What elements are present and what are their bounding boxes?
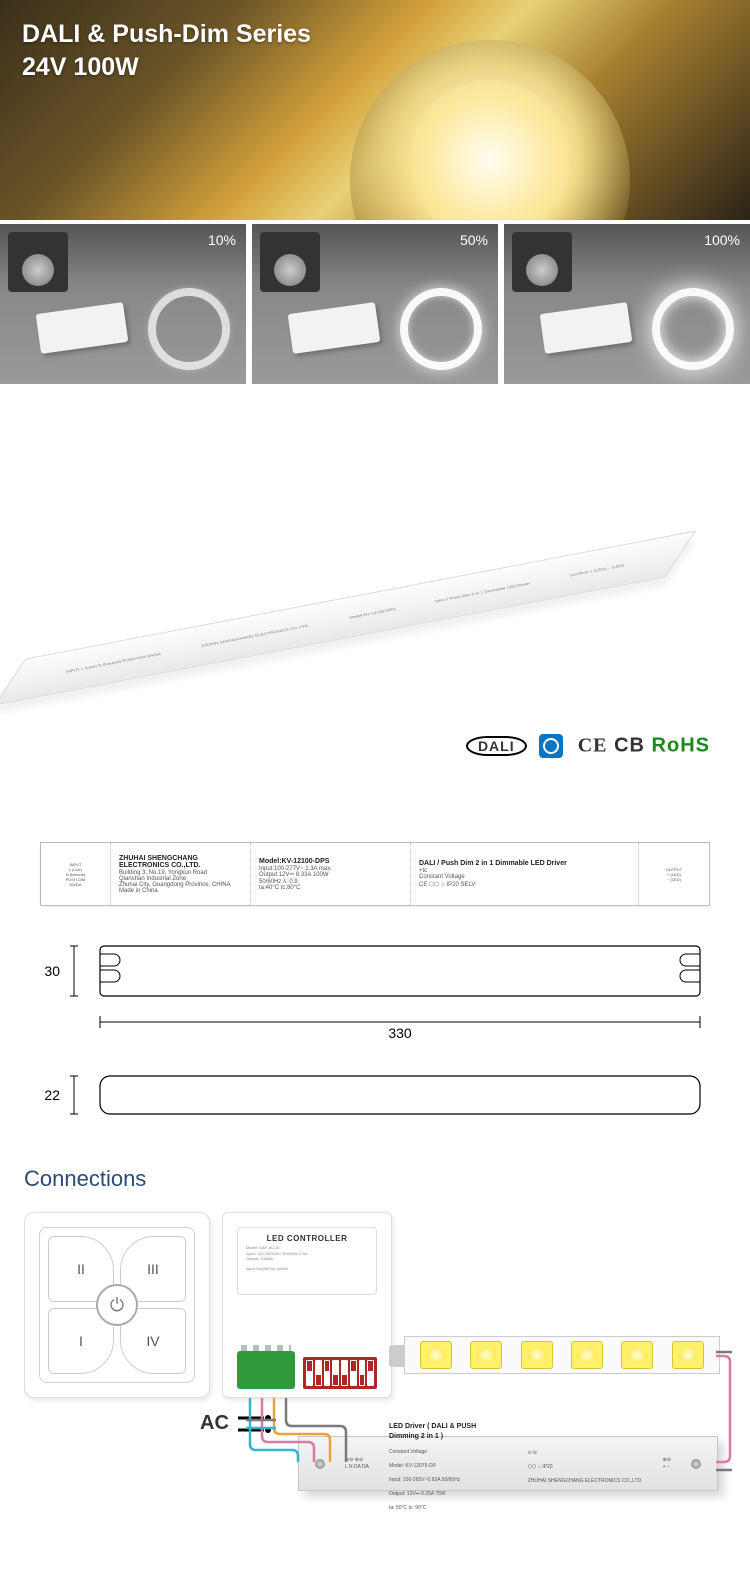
dimmer-knob-icon	[512, 232, 572, 292]
led-ring-icon	[652, 288, 734, 370]
driver-bar-3d: INPUT L (Live) N (Neutral) PUSH DIM DA/D…	[0, 531, 696, 706]
dip-switch-icon	[303, 1357, 377, 1389]
driver-input: Input: 100-265V~0.92A 50/60Hz	[389, 1477, 460, 1483]
controller-row-labels: Input Output Dip Switch	[246, 1266, 368, 1272]
led-chip-icon	[571, 1341, 603, 1369]
driver-col-out: ⊕⊖+ −	[663, 1457, 671, 1471]
dim-label-50: 50%	[460, 232, 488, 248]
bar3d-text-2: ZHUHAI SHENGCHANG ELECTRONICS CO.,LTD.	[200, 623, 310, 648]
dim-card-100: 100%	[504, 224, 750, 384]
led-chip-icon	[420, 1341, 452, 1369]
driver-temp: ta: 50°C tc: 90°C	[389, 1505, 426, 1511]
dim-height: 30	[44, 963, 60, 979]
controller-label-area: LED CONTROLLER Model: DAP-AC-01 Input: 1…	[237, 1227, 377, 1295]
driver-output: Output: 12V⎓ 6.25A 75W	[389, 1491, 446, 1497]
bar3d-text-1: INPUT L (Live) N (Neutral) PUSH DIM DA/D…	[65, 651, 162, 673]
hero-line2: 24V 100W	[22, 51, 311, 84]
led-chip-icon	[621, 1341, 653, 1369]
label-description: DALI / Push Dim 2 in 1 Dimmable LED Driv…	[411, 843, 639, 905]
connections-heading: Connections	[24, 1166, 726, 1192]
rohs-mark: RoHS	[652, 734, 710, 756]
label-desc-title: DALI / Push Dim 2 in 1 Dimmable LED Driv…	[419, 860, 630, 867]
bar3d-text-5: OUTPUT + (LED) − (LED)	[568, 563, 625, 577]
terminal-block-icon	[237, 1351, 295, 1389]
bar3d-text-3: Model:KV-12100-DPS	[348, 606, 396, 619]
driver-col-right: ⊙ tc ⬡⬡ ⌂ IP20 ZHUHAI SHENGCHANG ELECTRO…	[528, 1443, 643, 1485]
ac-plug-icon	[238, 1410, 278, 1438]
label-model: Model:KV-12100-DPS	[259, 858, 402, 865]
led-driver-box: ⊕⊖ ⊕⊖L N DA DA LED Driver ( DALI & PUSH …	[298, 1436, 718, 1491]
hero-line1: DALI & Push-Dim Series	[22, 18, 311, 51]
led-ring-icon	[148, 288, 230, 370]
driver-model: Model: KV-12075-DP	[389, 1463, 436, 1469]
dim-card-10: 10%	[0, 224, 246, 384]
label-address: Building 3, No.19, Yongkun Road Qianshan…	[119, 870, 242, 894]
dim-depth: 22	[44, 1087, 60, 1103]
driver-title: LED Driver ( DALI & PUSH Dimming 2 in 1 …	[389, 1423, 476, 1440]
dimmer-knob-icon	[8, 232, 68, 292]
label-specs: Model:KV-12100-DPS Input:100-277V~ 1.3A …	[251, 843, 411, 905]
bar3d-text-4: DALI / Push Dim 2 in 1 Dimmable LED Driv…	[434, 581, 530, 603]
label-cert-icons: CE ⬡⬡ ⌂ IP20 SELV	[419, 881, 630, 888]
led-strip	[404, 1336, 720, 1374]
product-3d-view: INPUT L (Live) N (Neutral) PUSH DIM DA/D…	[30, 424, 720, 724]
driver-icons: ⬡⬡ ⌂ IP20	[528, 1464, 553, 1470]
label-company: ZHUHAI SHENGCHANG ELECTRONICS CO.,LTD. B…	[111, 843, 251, 905]
dimension-svg: 30 330 22	[40, 936, 710, 1126]
cb-mark: CB	[614, 734, 645, 756]
driver-tc: ⊙ tc	[528, 1450, 537, 1456]
ac-label: AC	[200, 1412, 229, 1435]
led-chip-icon	[470, 1341, 502, 1369]
label-input-terminals: INPUT L (Live) N (Neutral) PUSH DIM DA/D…	[41, 843, 111, 905]
connections-diagram: II III I IV ⏻ LED CONTROLLER Model: DAP-…	[18, 1206, 732, 1496]
led-ring-icon	[400, 288, 482, 370]
led-chip-icon	[521, 1341, 553, 1369]
certification-row: DALI CE CB RoHS	[0, 734, 750, 782]
driver-col-mid: LED Driver ( DALI & PUSH Dimming 2 in 1 …	[389, 1415, 508, 1512]
dimmer-knob-icon	[260, 232, 320, 292]
dimension-drawings: 30 330 22	[40, 936, 710, 1126]
screw-icon	[691, 1459, 701, 1469]
driver-icon	[288, 302, 381, 354]
driver-icon	[36, 302, 129, 354]
label-spec-lines: Input:100-277V~ 1.3A max. Output:12V⎓ 8.…	[259, 866, 402, 891]
tuv-badge-icon	[539, 734, 563, 758]
wall-switch-panel: II III I IV ⏻	[24, 1212, 210, 1398]
label-desc-sub: +tc Constant Voltage	[419, 868, 630, 880]
label-output-terminals: OUTPUT + (LED) − (LED)	[639, 843, 709, 905]
power-button[interactable]: ⏻	[96, 1284, 138, 1326]
led-controller: LED CONTROLLER Model: DAP-AC-01 Input: 1…	[222, 1212, 392, 1398]
driver-col-left: ⊕⊖ ⊕⊖L N DA DA	[345, 1457, 369, 1471]
label-company-name: ZHUHAI SHENGCHANG ELECTRONICS CO.,LTD.	[119, 855, 242, 869]
ce-mark: CE	[578, 734, 608, 756]
dim-label-10: 10%	[208, 232, 236, 248]
driver-icon	[540, 302, 633, 354]
driver-mfr: ZHUHAI SHENGCHANG ELECTRONICS CO.,LTD.	[528, 1478, 643, 1484]
dim-level-row: 10% 50% 100%	[0, 224, 750, 384]
hero-title: DALI & Push-Dim Series 24V 100W	[22, 18, 311, 83]
driver-sub: Constant Voltage	[389, 1449, 427, 1455]
hero-banner: DALI & Push-Dim Series 24V 100W	[0, 0, 750, 220]
screw-icon	[315, 1459, 325, 1469]
product-label-panel: INPUT L (Live) N (Neutral) PUSH DIM DA/D…	[40, 842, 710, 906]
dali-badge-icon: DALI	[466, 736, 527, 756]
controller-output: Output: 100MA	[246, 1256, 368, 1262]
dim-label-100: 100%	[704, 232, 740, 248]
dim-card-50: 50%	[252, 224, 498, 384]
led-chip-icon	[672, 1341, 704, 1369]
controller-title: LED CONTROLLER	[246, 1234, 368, 1243]
dim-length: 330	[388, 1025, 412, 1041]
